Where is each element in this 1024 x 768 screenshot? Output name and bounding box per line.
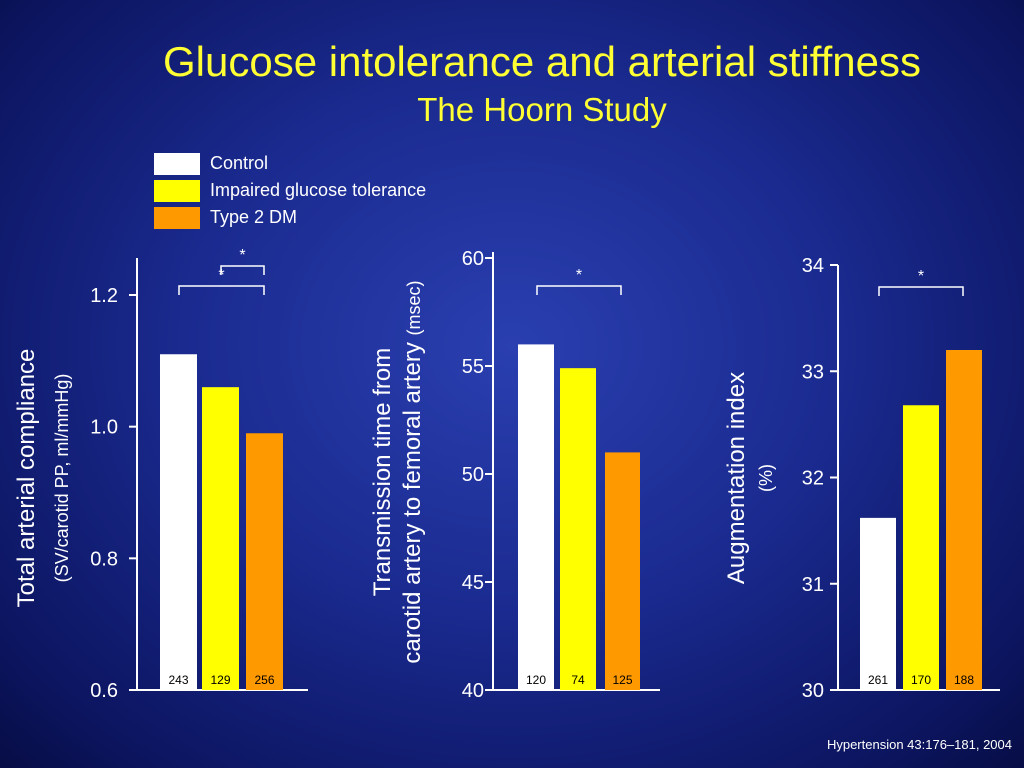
chart3-bar-3 [946,350,982,690]
chart2-bar-2 [560,368,596,690]
chart3-y-label-sub: (%) [756,464,776,492]
chart1-y-tick-label: 0.6 [90,680,118,702]
chart2-y-label-line2: carotid artery to femoral artery (msec) [399,280,426,663]
chart1-y-label-sub: (SV/carotid PP, ml/mmHg) [52,374,72,583]
chart3-significance-label: * [918,268,924,285]
chart3-bar-1 [860,517,896,690]
chart2-y-tick-label: 45 [462,572,484,594]
legend-item-igt: Impaired glucose tolerance [154,177,426,204]
chart2-significance-label: * [576,267,582,284]
citation: Hypertension 43:176–181, 2004 [826,737,1012,752]
chart1-bar-1 [160,354,197,690]
chart1-significance-bracket [220,265,265,275]
chart3-y-tick-label: 31 [802,574,824,596]
legend-item-control: Control [154,150,426,177]
chart1-y-tick-label: 1.0 [90,417,118,439]
chart2-bar-n-label: 125 [612,673,632,687]
legend-label-control: Control [210,153,269,173]
chart2-bar-1 [518,344,554,690]
chart3-y-tick-label: 33 [802,361,824,383]
legend-swatch-igt [154,179,200,202]
chart1-significance-bracket [178,285,265,295]
chart2-y-tick-label: 55 [462,356,484,378]
chart1-bar-n-label: 256 [254,673,274,687]
chart2-y-label-unit: (msec) [404,280,424,335]
chart2-significance-bracket [536,285,622,295]
chart1-bar-n-label: 129 [210,673,230,687]
legend-label-igt: Impaired glucose tolerance [210,180,427,200]
chart1-bar-2 [202,387,239,690]
chart1-bar-3 [246,433,283,690]
chart3-bar-n-label: 188 [954,673,974,687]
legend-label-dm: Type 2 DM [210,207,298,227]
page-title: Glucose intolerance and arterial stiffne… [163,38,921,85]
chart3-bar-2 [903,405,939,690]
chart1-significance-label: * [239,247,245,264]
chart2-bar-n-label: 74 [571,673,585,687]
legend: Control Impaired glucose tolerance Type … [154,150,426,231]
chart3-y-tick-label: 32 [802,468,824,490]
chart2-bar-3 [605,452,640,690]
chart3-y-tick-label: 30 [802,680,824,702]
chart2-bar-n-label: 120 [526,673,546,687]
chart2-y-tick-label: 60 [462,248,484,270]
chart2-y-tick-label: 50 [462,464,484,486]
legend-swatch-control [154,152,200,175]
chart2-y-tick-label: 40 [462,680,484,702]
chart1-y-tick-label: 1.2 [90,285,118,307]
legend-swatch-dm [154,206,200,229]
chart3-significance-bracket [878,286,964,296]
chart1-y-tick-label: 0.8 [90,548,118,570]
chart1-significance-label: * [218,267,224,284]
chart3-y-label: Augmentation index [723,372,750,584]
chart1-bar-n-label: 243 [168,673,188,687]
chart3-bar-n-label: 261 [868,673,888,687]
chart3-y-tick-label: 34 [802,255,824,277]
page-subtitle: The Hoorn Study [417,91,667,128]
legend-item-dm: Type 2 DM [154,204,426,231]
chart3-bar-n-label: 170 [911,673,931,687]
chart1-y-label: Total arterial compliance [13,349,40,608]
chart2-y-label: Transmission time from [369,348,396,596]
